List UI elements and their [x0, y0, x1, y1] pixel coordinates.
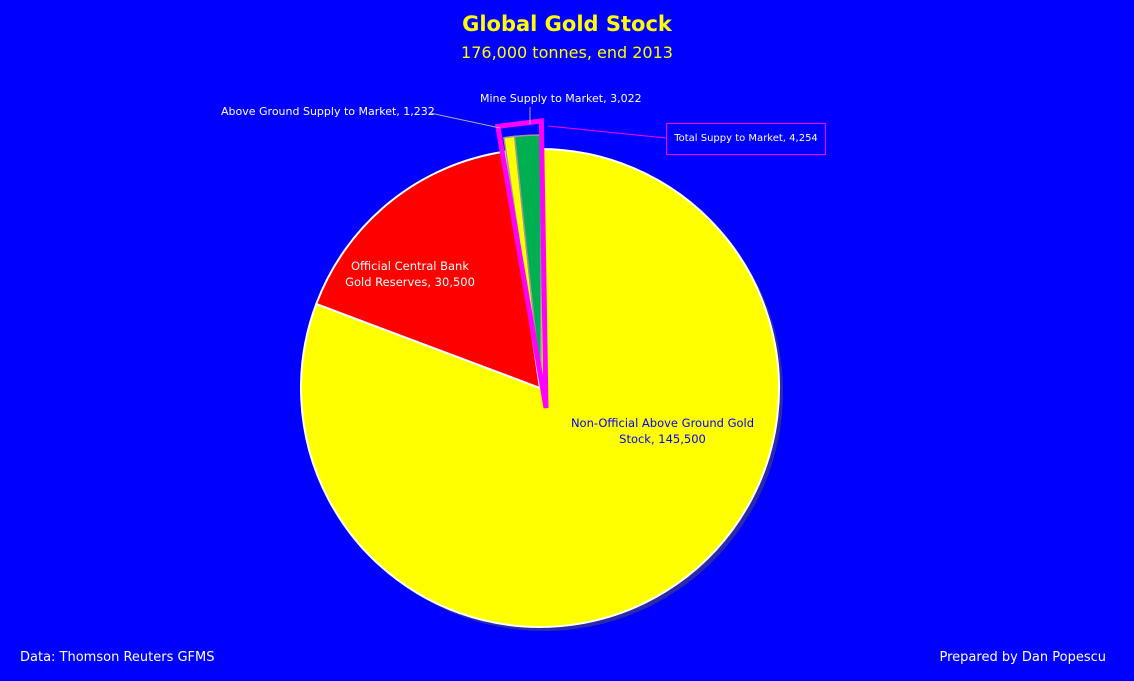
pie-slice-2 [314, 150, 542, 390]
label-central-bank: Official Central Bank Gold Reserves, 30,… [345, 259, 475, 289]
chart-title: Global Gold Stock [462, 12, 672, 36]
credit-note: Prepared by Dan Popescu [939, 650, 1107, 665]
source-note: Data: Thomson Reuters GFMS [20, 650, 215, 665]
label-above-ground-supply: Above Ground Supply to Market, 1,232 [221, 105, 435, 118]
leader-line-above-ground [429, 112, 501, 129]
label-mine-supply: Mine Supply to Market, 3,022 [480, 92, 642, 105]
label-non-official: Non-Official Above Ground Gold Stock, 14… [570, 416, 755, 446]
leader-line-total [547, 125, 667, 139]
label-total-supply-callout: Total Suppy to Market, 4,254 [666, 123, 826, 155]
supply-group-outline [494, 118, 549, 409]
chart-subtitle: 176,000 tonnes, end 2013 [461, 43, 673, 62]
